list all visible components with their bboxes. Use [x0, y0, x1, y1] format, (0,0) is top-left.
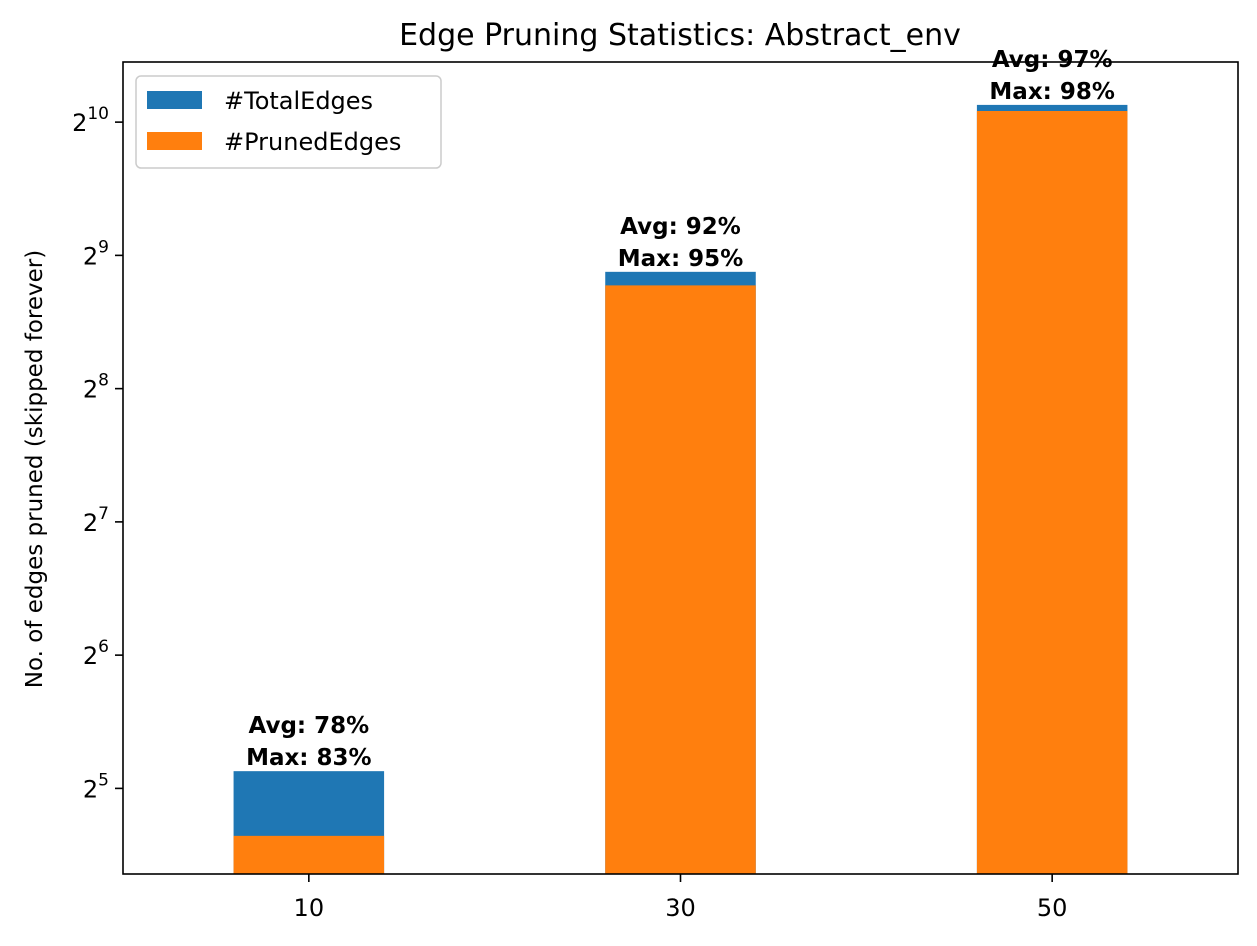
x-tick-label: 10 [294, 894, 325, 922]
y-tick-label: 25 [83, 770, 109, 803]
bar-label-max-10: Max: 83% [246, 745, 372, 771]
bar-prunededges-10 [233, 835, 385, 874]
y-tick-base: 2 [72, 109, 87, 137]
legend: #TotalEdges #PrunedEdges [135, 75, 442, 169]
legend-swatch-prunededges [147, 132, 202, 150]
y-tick-base: 2 [83, 242, 98, 270]
y-tick-label: 28 [83, 371, 109, 404]
legend-label-totaledges: #TotalEdges [224, 87, 373, 115]
y-tick-exponent: 8 [98, 371, 109, 391]
y-tick-exponent: 9 [98, 237, 109, 257]
chart-title: Edge Pruning Statistics: Abstract_env [399, 18, 961, 53]
x-axis-ticks: 10 30 50 [294, 874, 1068, 922]
legend-swatch-totaledges [147, 91, 202, 109]
bar-label-max-50: Max: 98% [989, 79, 1115, 105]
bar-label-avg-50: Avg: 97% [992, 47, 1113, 73]
x-tick-label: 50 [1037, 894, 1068, 922]
bar-prunededges-30 [605, 285, 756, 874]
y-tick-exponent: 7 [98, 504, 109, 524]
y-tick-exponent: 5 [98, 770, 109, 790]
plot-area: Max: 83% Avg: 78% Max: 95% Avg: 92% Max: 98%… [233, 47, 1128, 875]
axes-frame [122, 61, 1239, 875]
y-tick-label: 27 [83, 504, 109, 537]
legend-box [135, 75, 442, 169]
y-tick-label: 26 [83, 637, 109, 670]
legend-label-prunededges: #PrunedEdges [224, 128, 401, 156]
bar-label-avg-30: Avg: 92% [620, 214, 741, 240]
y-tick-base: 2 [83, 509, 98, 537]
bar-prunededges-50 [976, 111, 1128, 874]
y-tick-base: 2 [83, 376, 98, 404]
y-tick-label: 210 [72, 104, 109, 137]
y-tick-exponent: 6 [98, 637, 109, 657]
bar-label-avg-10: Avg: 78% [248, 713, 369, 739]
bar-label-max-30: Max: 95% [618, 246, 744, 272]
y-tick-base: 2 [83, 775, 98, 803]
x-tick-label: 30 [665, 894, 696, 922]
y-tick-base: 2 [83, 642, 98, 670]
y-axis-label: No. of edges pruned (skipped forever) [22, 250, 48, 688]
y-tick-label: 29 [83, 237, 109, 270]
y-tick-exponent: 10 [87, 104, 109, 124]
